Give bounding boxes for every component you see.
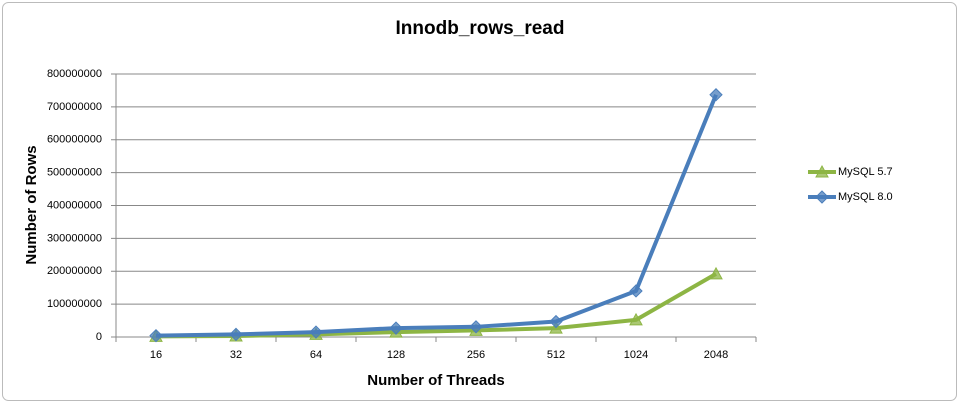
- y-tick-label: 800000000: [47, 68, 102, 80]
- legend-marker: [815, 190, 829, 204]
- x-tick-label: 512: [547, 349, 565, 361]
- data-marker: [549, 314, 563, 329]
- data-marker: [229, 327, 243, 342]
- y-tick-label: 400000000: [47, 199, 102, 211]
- y-tick-label: 600000000: [47, 134, 102, 146]
- data-marker: [149, 328, 163, 343]
- x-tick-label: 2048: [704, 349, 728, 361]
- x-tick-label: 256: [467, 349, 485, 361]
- y-tick-label: 100000000: [47, 298, 102, 310]
- data-marker: [709, 266, 723, 280]
- chart-frame: [2, 2, 957, 401]
- series-line: [155, 93, 718, 338]
- x-tick-label: 32: [230, 349, 242, 361]
- data-marker: [629, 284, 643, 298]
- y-tick-label: 200000000: [47, 265, 102, 277]
- data-marker: [469, 320, 483, 334]
- y-tick-label: 700000000: [47, 101, 102, 113]
- data-marker: [309, 325, 323, 339]
- data-marker: [709, 88, 723, 102]
- y-tick-label: 500000000: [47, 167, 102, 179]
- x-tick-label: 16: [150, 349, 162, 361]
- data-marker: [629, 312, 643, 326]
- x-axis-title: Number of Threads: [367, 372, 505, 389]
- legend-label: MySQL 8.0: [838, 191, 893, 203]
- x-tick-label: 64: [310, 349, 322, 361]
- x-tick-label: 128: [387, 349, 405, 361]
- data-marker: [389, 321, 403, 335]
- x-tick-label: 1024: [624, 349, 648, 361]
- y-tick-label: 0: [96, 331, 102, 343]
- legend-marker: [815, 164, 829, 178]
- y-tick-label: 300000000: [47, 232, 102, 244]
- y-axis-title: Number of Rows: [23, 145, 40, 264]
- legend-label: MySQL 5.7: [838, 166, 893, 178]
- chart-title: Innodb_rows_read: [396, 18, 565, 39]
